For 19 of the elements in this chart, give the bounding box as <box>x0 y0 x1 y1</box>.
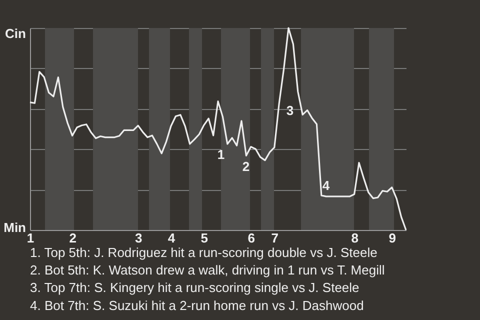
x-tick-label: 9 <box>388 230 396 246</box>
text: Cin <box>5 26 26 41</box>
x-tick-label: 1 <box>26 230 34 246</box>
annotation: 4 <box>322 178 330 193</box>
x-tick-label: 6 <box>248 230 256 246</box>
x-tick-label: 5 <box>200 230 208 246</box>
x-tick-label: 2 <box>69 230 76 246</box>
x-tick-label: 3 <box>134 230 142 246</box>
x-tick-label: 8 <box>351 230 358 246</box>
text: 2. Bot 5th: K. Watson drew a walk, driving in 1 run vs T. Megill <box>30 262 385 278</box>
text: Min <box>4 220 26 235</box>
text: 1. Top 5th: J. Rodriguez hit a run-scoring double vs J. Steele <box>30 245 378 260</box>
text: 4. Bot 7th: S. Suzuki hit a 2-run home run vs J. Dashwood <box>30 298 364 313</box>
text: 3. Top 7th: S. Kingery hit a run-scoring single vs J. Steele <box>30 280 360 296</box>
x-tick-label: 7 <box>271 230 279 246</box>
annotation: 1 <box>217 147 225 162</box>
annotation: 3 <box>286 103 294 118</box>
annotation: 2 <box>242 159 250 174</box>
x-tick-label: 4 <box>168 230 176 246</box>
